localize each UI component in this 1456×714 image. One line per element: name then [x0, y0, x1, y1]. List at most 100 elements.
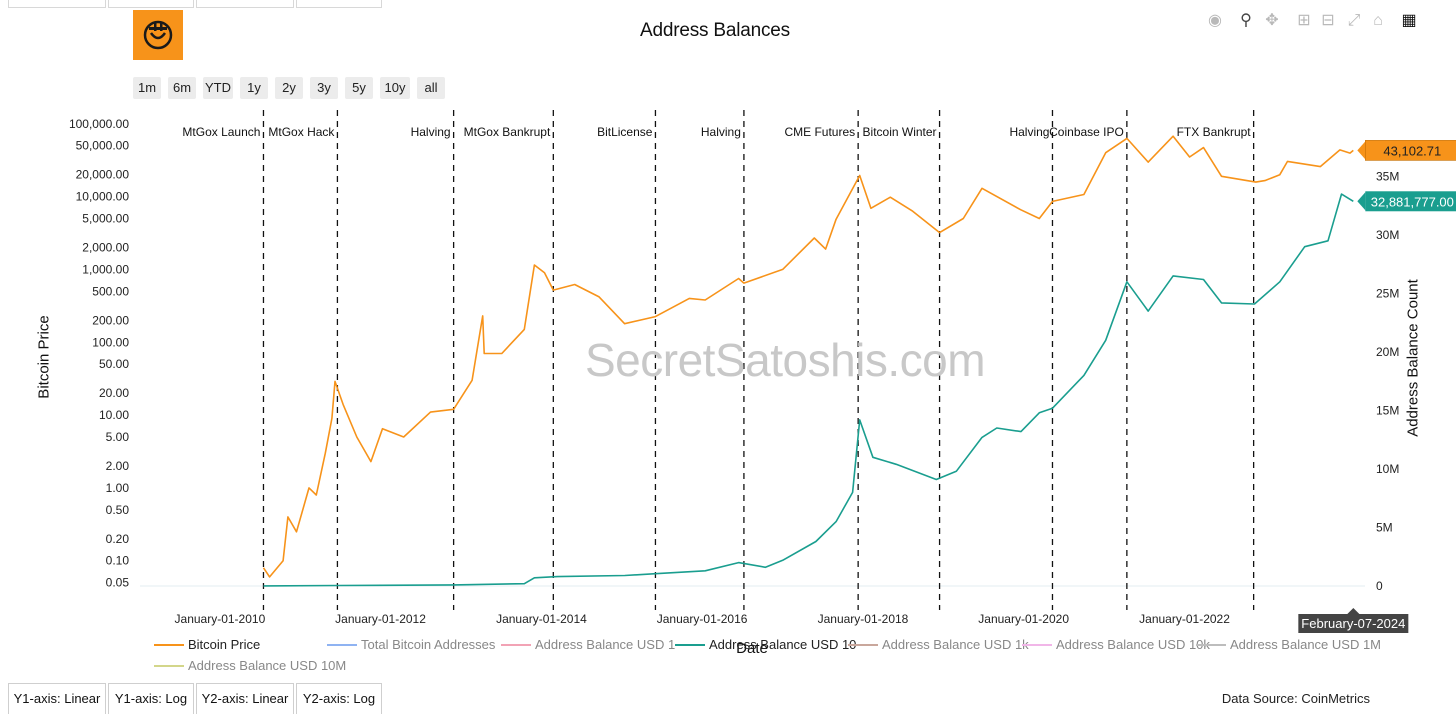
range-button-1y[interactable]: 1y [240, 77, 268, 99]
watermark: SecretSatoshis.com [585, 334, 986, 386]
x-tick-label: January-01-2010 [175, 612, 266, 626]
event-label: CME Futures [784, 125, 855, 139]
y2-tick-label: 5M [1376, 521, 1393, 535]
legend-swatch [154, 644, 184, 646]
y1-tick-label: 50,000.00 [76, 139, 130, 153]
legend-label: Bitcoin Price [188, 637, 261, 652]
bitcoin-logo [133, 10, 183, 60]
y2-tick-label: 15M [1376, 404, 1399, 418]
price-hover-value: 43,102.71 [1383, 143, 1441, 158]
event-label: Halving [1009, 125, 1049, 139]
y1-tick-label: 20.00 [99, 386, 129, 400]
hover-date-box [1298, 614, 1409, 633]
bitcoin-price-line [262, 135, 1354, 578]
event-label: Bitcoin Winter [863, 125, 937, 139]
zoom-icon[interactable]: ⚲ [1240, 12, 1252, 29]
top-tab[interactable] [296, 0, 382, 8]
legend-swatch [848, 644, 878, 646]
price-hover-box [1365, 140, 1456, 161]
y1-tick-label: 20,000.00 [76, 168, 130, 182]
zoom-in-icon[interactable]: ⊞ [1297, 12, 1311, 29]
y1-tick-label: 500.00 [92, 284, 129, 298]
range-button-6m[interactable]: 6m [168, 77, 196, 99]
y1-tick-label: 200.00 [92, 313, 129, 327]
event-label: Halving [411, 125, 451, 139]
legend-label: Total Bitcoin Addresses [361, 637, 496, 652]
event-label: MtGox Launch [182, 125, 260, 139]
x-axis-title: Date [736, 640, 768, 657]
y2-tick-label: 0 [1376, 579, 1383, 593]
y2-tick-label: 10M [1376, 462, 1399, 476]
tab-y2-log[interactable]: Y2-axis: Log [296, 683, 382, 714]
y1-tick-label: 10.00 [99, 408, 129, 422]
y1-tick-label: 100.00 [92, 335, 129, 349]
y1-tick-label: 2.00 [106, 459, 130, 473]
range-button-10y[interactable]: 10y [380, 77, 410, 99]
balance-hover-value: 32,881,777.00 [1371, 194, 1454, 209]
event-label: MtGox Hack [268, 125, 335, 139]
top-tab[interactable] [8, 0, 106, 8]
legend-label: Address Balance USD 10 [709, 637, 857, 652]
event-label: BitLicense [597, 125, 653, 139]
data-source-note: Data Source: CoinMetrics [1221, 691, 1370, 706]
y1-tick-label: 1,000.00 [82, 262, 129, 276]
pan-icon[interactable]: ✥ [1265, 12, 1279, 29]
x-tick-label: January-01-2022 [1139, 612, 1230, 626]
address-balance-usd-10-line [263, 193, 1354, 587]
range-button-ytd[interactable]: YTD [203, 77, 233, 99]
hover-date-label: February-07-2024 [1301, 616, 1405, 631]
range-button-3y[interactable]: 3y [310, 77, 338, 99]
legend-label: Address Balance USD 10M [188, 658, 347, 673]
event-label: MtGox Bankrupt [464, 125, 551, 139]
event-label: Halving [701, 125, 741, 139]
event-label: FTX Bankrupt [1177, 125, 1252, 139]
legend-swatch [1196, 644, 1226, 646]
legend-swatch [154, 665, 184, 667]
range-button-all[interactable]: all [417, 77, 445, 99]
legend-swatch [1022, 644, 1052, 646]
event-label: Coinbase IPO [1049, 125, 1124, 139]
range-button-2y[interactable]: 2y [275, 77, 303, 99]
y2-tick-label: 20M [1376, 345, 1399, 359]
x-tick-label: January-01-2016 [657, 612, 748, 626]
legend-label: Address Balance USD 10k [1056, 637, 1210, 652]
legend-label: Address Balance USD 1M [1230, 637, 1382, 652]
x-tick-label: January-01-2012 [335, 612, 426, 626]
y2-tick-label: 25M [1376, 287, 1399, 301]
tab-y2-linear[interactable]: Y2-axis: Linear [196, 683, 294, 714]
range-button-1m[interactable]: 1m [133, 77, 161, 99]
y1-tick-label: 0.05 [106, 576, 130, 590]
y1-tick-label: 1.00 [106, 481, 130, 495]
x-tick-label: January-01-2018 [818, 612, 909, 626]
y1-tick-label: 100,000.00 [69, 117, 129, 131]
y1-tick-label: 0.10 [106, 554, 130, 568]
zoom-out-icon[interactable]: ⊟ [1321, 12, 1335, 29]
y1-tick-label: 5.00 [106, 430, 130, 444]
price-hover-pointer [1357, 141, 1366, 160]
tab-y1-log[interactable]: Y1-axis: Log [108, 683, 194, 714]
legend: Bitcoin Price Total Bitcoin Addresses Ad… [0, 636, 1456, 676]
y1-tick-label: 0.50 [106, 503, 130, 517]
reset-axes-icon[interactable]: ⌂ [1373, 12, 1383, 29]
top-tab[interactable] [108, 0, 194, 8]
x-tick-label: January-01-2014 [496, 612, 587, 626]
chart-title: Address Balances [640, 20, 790, 41]
top-tab[interactable] [196, 0, 294, 8]
tab-y1-linear[interactable]: Y1-axis: Linear [8, 683, 106, 714]
autoscale-icon[interactable]: ⤢ [1347, 12, 1361, 29]
legend-label: Address Balance USD 1 [535, 637, 676, 652]
balance-hover-box [1365, 191, 1456, 212]
range-button-5y[interactable]: 5y [345, 77, 373, 99]
legend-label: Address Balance USD 1k [882, 637, 1029, 652]
x-tick-label: January-01-2020 [978, 612, 1069, 626]
y2-tick-label: 35M [1376, 170, 1399, 184]
y1-tick-label: 5,000.00 [82, 212, 129, 226]
plotly-logo-icon[interactable]: ▦ [1401, 12, 1417, 29]
y2-tick-label: 30M [1376, 228, 1399, 242]
balance-hover-pointer [1357, 192, 1366, 211]
camera-icon[interactable]: ◉ [1208, 12, 1222, 29]
y1-tick-label: 50.00 [99, 357, 129, 371]
legend-swatch [675, 644, 705, 646]
hover-date-pointer [1347, 608, 1360, 614]
